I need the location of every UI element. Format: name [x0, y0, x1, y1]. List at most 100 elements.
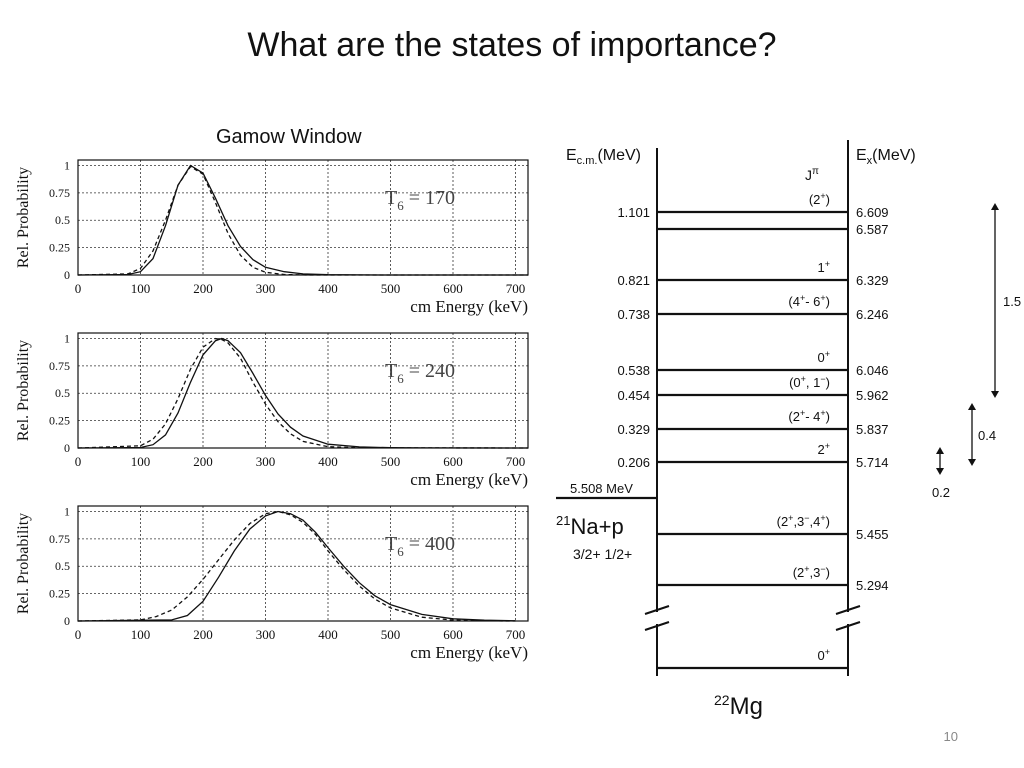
ecm-value: 0.454: [617, 388, 650, 403]
temperature-label: T6 = 400: [385, 533, 455, 559]
y-tick-label: 0.5: [55, 559, 70, 573]
y-tick-label: 0.25: [49, 414, 70, 428]
spin-parity: 1+​: [818, 259, 831, 275]
ecm-value: 0.329: [617, 422, 650, 437]
spin-parity: 0+​: [818, 349, 831, 365]
energy-level: 0.454 5.962 (0+​, 1−​): [617, 374, 888, 403]
x-axis-label: cm Energy (keV): [410, 297, 528, 316]
x-tick-label: 400: [318, 281, 338, 296]
axis-break-mark-left: [644, 621, 670, 631]
y-tick-label: 1: [64, 504, 70, 518]
ecm-value: 0.738: [617, 307, 650, 322]
x-tick-label: 200: [193, 454, 213, 469]
gamow-window-label: Gamow Window: [216, 126, 362, 148]
window-width-label: 0.4: [978, 428, 996, 443]
x-tick-label: 500: [381, 627, 401, 642]
y-tick-label: 0.75: [49, 359, 70, 373]
ex-value: 6.609: [856, 205, 889, 220]
arrow-head: [991, 391, 999, 398]
arrow-head: [968, 403, 976, 410]
y-tick-label: 0.75: [49, 186, 70, 200]
x-tick-label: 500: [381, 454, 401, 469]
energy-level: 0.206 5.714 2+​: [617, 441, 888, 470]
energy-level: 0.738 6.246 (4+​- 6+​): [617, 293, 888, 322]
energy-level: 0.329 5.837 (2+​- 4+​): [617, 408, 888, 437]
axis-break-mark-right: [835, 605, 861, 615]
x-axis-label: cm Energy (keV): [410, 470, 528, 489]
energy-level: 1.101 6.609 (2+​): [617, 191, 888, 220]
y-tick-label: 1: [64, 331, 70, 345]
energy-level: 0.538 6.046 0+​: [617, 349, 888, 378]
y-tick-label: 0: [64, 441, 70, 455]
x-tick-label: 500: [381, 281, 401, 296]
x-tick-label: 300: [256, 454, 276, 469]
arrow-head: [991, 203, 999, 210]
ex-value: 5.294: [856, 578, 889, 593]
spin-parity: 2+​: [818, 441, 831, 457]
y-tick-label: 0.25: [49, 587, 70, 601]
ex-value: 6.246: [856, 307, 889, 322]
ecm-header: Ec.m.(MeV): [566, 147, 641, 167]
spin-parity: (2+​): [809, 191, 830, 207]
plot-frame: [77, 332, 529, 449]
y-tick-label: 0.5: [55, 213, 70, 227]
x-tick-label: 700: [506, 627, 526, 642]
energy-level: 0.821 6.329 1+​: [617, 259, 888, 288]
ex-value: 6.329: [856, 273, 889, 288]
ecm-value: 0.206: [617, 455, 650, 470]
x-tick-label: 600: [443, 281, 463, 296]
slide-title: What are the states of importance?: [247, 26, 777, 64]
y-axis-label: Rel. Probability: [15, 167, 32, 268]
axis-break-mark-right: [835, 621, 861, 631]
energy-level: 5.294 (2+​,3−​): [657, 564, 889, 593]
x-tick-label: 200: [193, 627, 213, 642]
x-tick-label: 300: [256, 281, 276, 296]
x-tick-label: 100: [131, 627, 151, 642]
energy-level: 6.587: [657, 222, 889, 237]
y-tick-label: 0.5: [55, 386, 70, 400]
ex-value: 5.962: [856, 388, 889, 403]
dashed-curve: [77, 337, 529, 449]
spin-parity: (0+​, 1−​): [789, 374, 830, 390]
slide-number: 10: [943, 729, 958, 744]
x-tick-label: 600: [443, 454, 463, 469]
ecm-value: 1.101: [617, 205, 650, 220]
ex-header: Ex(MeV): [856, 147, 916, 167]
x-tick-label: 0: [75, 454, 82, 469]
x-tick-label: 0: [75, 281, 82, 296]
threshold-label: 5.508 MeV: [570, 481, 633, 496]
nucleus-label: 22Mg: [714, 692, 763, 720]
y-tick-label: 1: [64, 158, 70, 172]
x-tick-label: 100: [131, 281, 151, 296]
spin-parity: (4+​- 6+​): [788, 293, 830, 309]
window-width-label: 0.2: [932, 485, 950, 500]
x-tick-label: 700: [506, 281, 526, 296]
x-tick-label: 600: [443, 627, 463, 642]
arrow-head: [968, 459, 976, 466]
arrow-head: [936, 468, 944, 475]
spin-parity: (2+​- 4+​): [788, 408, 830, 424]
temperature-label: T6 = 170: [385, 187, 455, 213]
solid-curve: [77, 337, 529, 449]
x-axis-label: cm Energy (keV): [410, 643, 528, 662]
plot-frame: [77, 505, 529, 622]
energy-level: 5.455 (2+​,3−​,4+​): [657, 513, 889, 542]
ex-value: 5.714: [856, 455, 889, 470]
solid-curve: [77, 510, 516, 622]
temperature-label: T6 = 240: [385, 360, 455, 386]
reaction-spins: 3/2+ 1/2+: [573, 546, 632, 562]
x-tick-label: 100: [131, 454, 151, 469]
ecm-value: 0.538: [617, 363, 650, 378]
y-tick-label: 0: [64, 268, 70, 282]
ex-value: 6.046: [856, 363, 889, 378]
energy-level: 0+​: [657, 647, 848, 670]
axis-break-mark-left: [644, 605, 670, 615]
x-tick-label: 700: [506, 454, 526, 469]
x-tick-label: 200: [193, 281, 213, 296]
x-tick-label: 0: [75, 627, 82, 642]
